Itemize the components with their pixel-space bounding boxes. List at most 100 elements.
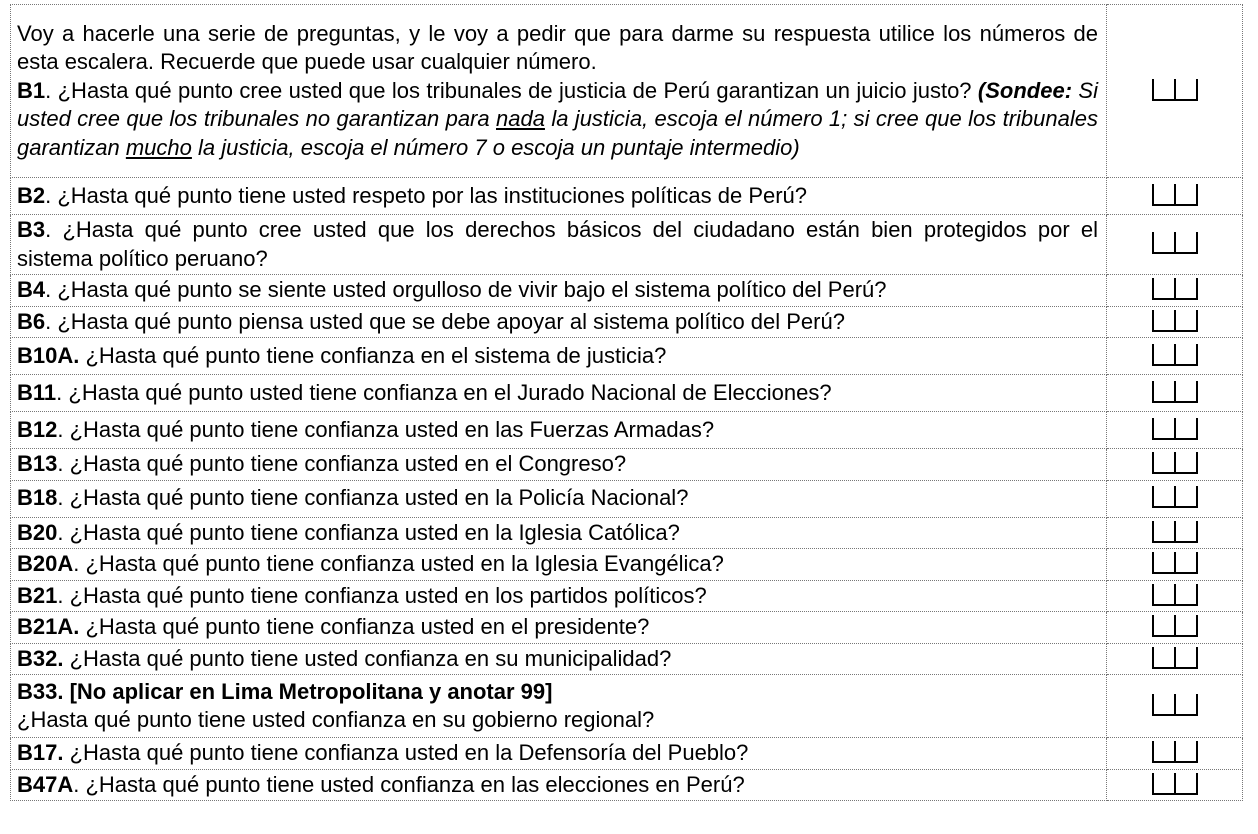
question-code: B1 bbox=[17, 77, 46, 103]
table-row: B13. ¿Hasta qué punto tiene confianza us… bbox=[10, 448, 1243, 481]
answer-code-cell[interactable] bbox=[1106, 674, 1243, 738]
question-cell: B10A. ¿Hasta qué punto tiene confianza e… bbox=[10, 337, 1107, 375]
answer-code-cell[interactable] bbox=[1106, 611, 1243, 644]
table-row: B4. ¿Hasta qué punto se siente usted org… bbox=[10, 274, 1243, 307]
answer-code-box[interactable] bbox=[1151, 613, 1198, 642]
table-row: B3. ¿Hasta qué punto cree usted que los … bbox=[10, 214, 1243, 275]
question-code: B3 bbox=[17, 217, 46, 242]
question-cell: B2. ¿Hasta qué punto tiene usted respeto… bbox=[10, 177, 1107, 215]
answer-code-box[interactable] bbox=[1151, 645, 1198, 674]
table-row: B10A. ¿Hasta qué punto tiene confianza e… bbox=[10, 337, 1243, 375]
question-code: B47A bbox=[17, 771, 74, 797]
question-cell: B18. ¿Hasta qué punto tiene confianza us… bbox=[10, 479, 1107, 518]
question-text: ¿Hasta qué punto tiene confianza en el s… bbox=[79, 342, 667, 368]
answer-code-box[interactable] bbox=[1151, 692, 1198, 721]
question-cell: B11. ¿Hasta qué punto usted tiene confia… bbox=[10, 374, 1107, 412]
question-code: B6 bbox=[17, 308, 46, 334]
question-cell: B20A. ¿Hasta qué punto tiene confianza u… bbox=[10, 548, 1107, 581]
answer-code-cell[interactable] bbox=[1106, 337, 1243, 375]
table-row: B17. ¿Hasta qué punto tiene confianza us… bbox=[10, 737, 1243, 770]
question-text: ¿Hasta qué punto tiene confianza usted e… bbox=[79, 614, 650, 639]
question-text: . ¿Hasta qué punto piensa usted que se d… bbox=[45, 308, 845, 334]
probe-label: (Sondee: bbox=[977, 77, 1073, 103]
question-code: B20 bbox=[17, 519, 58, 545]
table-row: B12. ¿Hasta qué punto tiene confianza us… bbox=[10, 411, 1243, 449]
question-cell: B33. [No aplicar en Lima Metropolitana y… bbox=[10, 674, 1107, 738]
answer-code-box[interactable] bbox=[1151, 182, 1198, 211]
question-code: B20A bbox=[17, 551, 74, 576]
question-cell: B32. ¿Hasta qué punto tiene usted confia… bbox=[10, 642, 1107, 675]
answer-code-box[interactable] bbox=[1151, 582, 1198, 611]
probe-emphasis: nada bbox=[496, 106, 545, 132]
question-text: . ¿Hasta qué punto tiene confianza usted… bbox=[57, 519, 680, 545]
question-code: B4 bbox=[17, 277, 46, 302]
answer-code-cell[interactable] bbox=[1106, 579, 1243, 612]
table-row: B32. ¿Hasta qué punto tiene usted confia… bbox=[10, 642, 1243, 675]
question-code: B18 bbox=[17, 485, 58, 511]
answer-code-cell[interactable] bbox=[1106, 305, 1243, 338]
answer-code-cell[interactable] bbox=[1106, 374, 1243, 412]
answer-code-box[interactable] bbox=[1151, 484, 1198, 513]
answer-code-box[interactable] bbox=[1151, 416, 1198, 445]
answer-code-cell[interactable] bbox=[1106, 448, 1243, 481]
question-cell: B20. ¿Hasta qué punto tiene confianza us… bbox=[10, 516, 1107, 549]
probe-text: la justicia, escoja el número 1; si cree… bbox=[17, 106, 1099, 160]
table-row: B2. ¿Hasta qué punto tiene usted respeto… bbox=[10, 177, 1243, 215]
question-code: B13 bbox=[17, 451, 58, 476]
table-row: Voy a hacerle una serie de preguntas, y … bbox=[10, 4, 1243, 178]
answer-code-cell[interactable] bbox=[1106, 214, 1243, 275]
question-code: B21 bbox=[17, 582, 58, 608]
answer-code-box[interactable] bbox=[1151, 308, 1198, 337]
question-code: B10A. bbox=[17, 342, 80, 368]
answer-code-box[interactable] bbox=[1151, 550, 1198, 579]
probe-emphasis: mucho bbox=[125, 134, 192, 160]
question-cell: B6. ¿Hasta qué punto piensa usted que se… bbox=[10, 305, 1107, 338]
question-cell: B12. ¿Hasta qué punto tiene confianza us… bbox=[10, 411, 1107, 449]
answer-code-cell[interactable] bbox=[1106, 768, 1243, 801]
question-text: ¿Hasta qué punto tiene usted confianza e… bbox=[17, 707, 655, 732]
question-code: B12 bbox=[17, 416, 58, 442]
question-text: . ¿Hasta qué punto cree usted que los tr… bbox=[45, 77, 978, 103]
table-row: B20. ¿Hasta qué punto tiene confianza us… bbox=[10, 516, 1243, 549]
question-code: B2 bbox=[17, 182, 46, 208]
answer-code-cell[interactable] bbox=[1106, 4, 1243, 178]
answer-code-box[interactable] bbox=[1151, 739, 1198, 768]
answer-code-box[interactable] bbox=[1151, 450, 1198, 479]
question-code: B21A. bbox=[17, 614, 80, 639]
table-row: B21. ¿Hasta qué punto tiene confianza us… bbox=[10, 579, 1243, 612]
question-text: . ¿Hasta qué punto tiene confianza usted… bbox=[57, 582, 707, 608]
answer-code-cell[interactable] bbox=[1106, 274, 1243, 307]
question-text: . ¿Hasta qué punto se siente usted orgul… bbox=[45, 277, 887, 302]
question-text: ¿Hasta qué punto tiene usted confianza e… bbox=[63, 645, 672, 671]
answer-code-cell[interactable] bbox=[1106, 177, 1243, 215]
answer-code-cell[interactable] bbox=[1106, 737, 1243, 770]
answer-code-box[interactable] bbox=[1151, 77, 1198, 106]
question-cell: Voy a hacerle una serie de preguntas, y … bbox=[10, 4, 1107, 178]
question-text: . ¿Hasta qué punto tiene confianza usted… bbox=[73, 551, 724, 576]
questionnaire-table: Voy a hacerle una serie de preguntas, y … bbox=[10, 4, 1243, 801]
answer-code-cell[interactable] bbox=[1106, 548, 1243, 581]
question-code: B11 bbox=[17, 379, 57, 405]
question-cell: B47A. ¿Hasta qué punto tiene usted confi… bbox=[10, 768, 1107, 801]
question-code: B33. [No aplicar en Lima Metropolitana y… bbox=[17, 678, 553, 704]
answer-code-cell[interactable] bbox=[1106, 642, 1243, 675]
question-cell: B21A. ¿Hasta qué punto tiene confianza u… bbox=[10, 611, 1107, 644]
answer-code-box[interactable] bbox=[1151, 519, 1198, 548]
question-text: . ¿Hasta qué punto usted tiene confianza… bbox=[56, 379, 832, 405]
answer-code-cell[interactable] bbox=[1106, 479, 1243, 518]
question-cell: B17. ¿Hasta qué punto tiene confianza us… bbox=[10, 737, 1107, 770]
answer-code-box[interactable] bbox=[1151, 379, 1198, 408]
answer-code-box[interactable] bbox=[1151, 230, 1198, 259]
answer-code-box[interactable] bbox=[1151, 342, 1198, 371]
table-row: B11. ¿Hasta qué punto usted tiene confia… bbox=[10, 374, 1243, 412]
answer-code-box[interactable] bbox=[1151, 276, 1198, 305]
table-row: B33. [No aplicar en Lima Metropolitana y… bbox=[10, 674, 1243, 738]
question-text: . ¿Hasta qué punto cree usted que los de… bbox=[17, 217, 1098, 271]
question-text: . ¿Hasta qué punto tiene confianza usted… bbox=[57, 485, 689, 511]
question-text: . ¿Hasta qué punto tiene usted confianza… bbox=[73, 771, 745, 797]
answer-code-cell[interactable] bbox=[1106, 411, 1243, 449]
answer-code-cell[interactable] bbox=[1106, 516, 1243, 549]
answer-code-box[interactable] bbox=[1151, 771, 1198, 800]
question-code: B17. bbox=[17, 740, 64, 765]
table-row: B6. ¿Hasta qué punto piensa usted que se… bbox=[10, 305, 1243, 338]
